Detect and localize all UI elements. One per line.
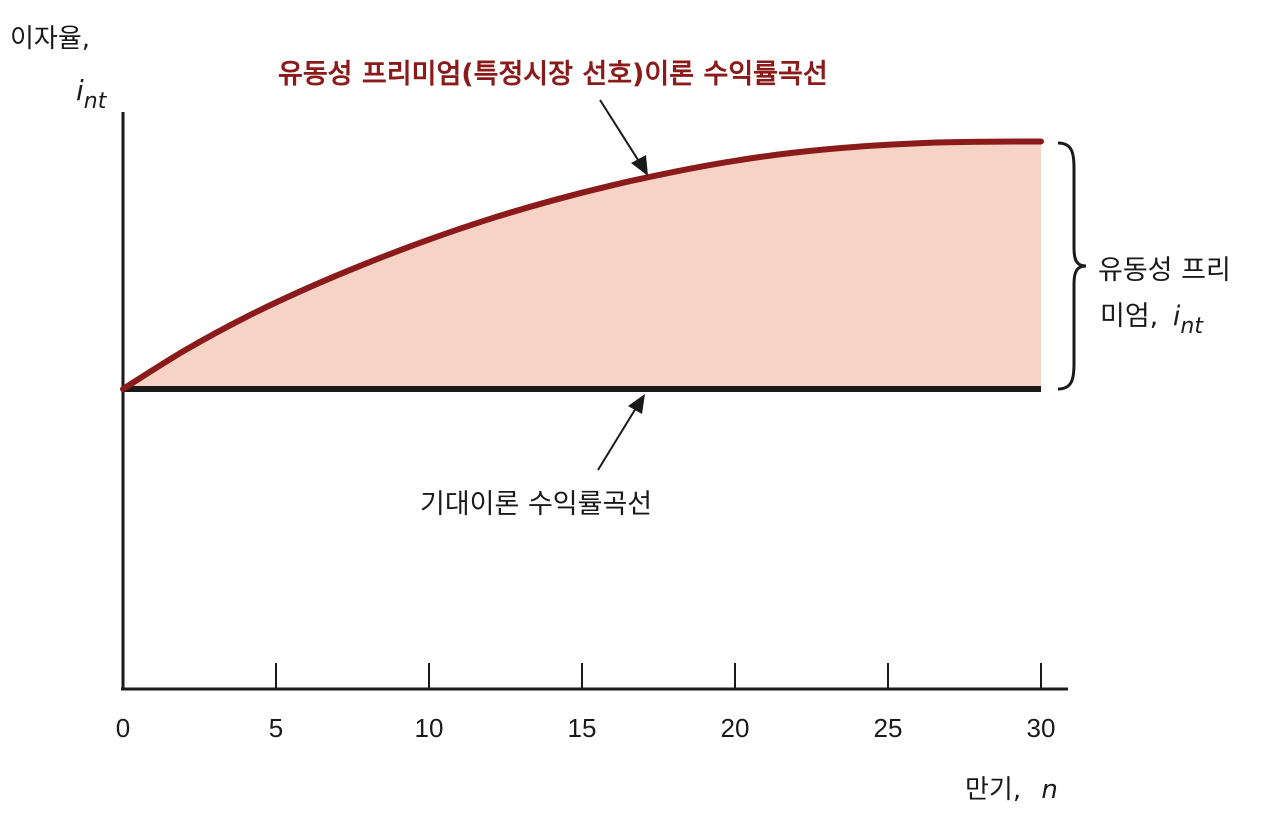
premium-brace-sub: nt xyxy=(1180,314,1204,339)
x-var: n xyxy=(1041,775,1057,805)
x-tick-label: 15 xyxy=(568,713,597,743)
liquidity-premium-area xyxy=(123,141,1041,389)
x-axis-ticks: 0 5 10 15 20 25 30 xyxy=(116,663,1056,743)
x-label-text: 만기, xyxy=(965,775,1021,805)
y-var-sub: nt xyxy=(84,89,108,114)
premium-brace-label-line2: 미엄, int xyxy=(1100,301,1204,339)
expectations-curve-label: 기대이론 수익률곡선 xyxy=(420,489,652,520)
premium-brace-label-line1: 유동성 프리 xyxy=(1098,255,1231,286)
x-tick-label: 25 xyxy=(874,713,903,743)
y-var: i xyxy=(76,74,84,107)
expectations-arrow-head xyxy=(628,394,645,414)
series-lines xyxy=(120,138,1044,392)
premium-brace-text: 미엄, xyxy=(1100,301,1158,332)
premium-brace-var: i xyxy=(1173,301,1181,332)
premium-brace xyxy=(1057,141,1087,391)
liquidity-premium-yield-curve xyxy=(120,138,1044,392)
y-axis-label: 이자율, xyxy=(10,24,90,54)
x-tick-label: 0 xyxy=(116,713,130,743)
x-tick-label: 5 xyxy=(269,713,283,743)
x-tick-label: 20 xyxy=(721,713,750,743)
premium-arrow-line xyxy=(599,99,641,164)
premium-curve-label: 유동성 프리미엄(특정시장 선호)이론 수익률곡선 xyxy=(278,59,828,90)
premium-arrow-head xyxy=(631,155,648,176)
x-tick-label: 30 xyxy=(1027,713,1056,743)
x-tick-label: 10 xyxy=(415,713,444,743)
y-axis-label-variable: int xyxy=(76,74,108,114)
expectations-arrow-line xyxy=(597,407,637,471)
x-axis-label: 만기, n xyxy=(965,775,1058,805)
